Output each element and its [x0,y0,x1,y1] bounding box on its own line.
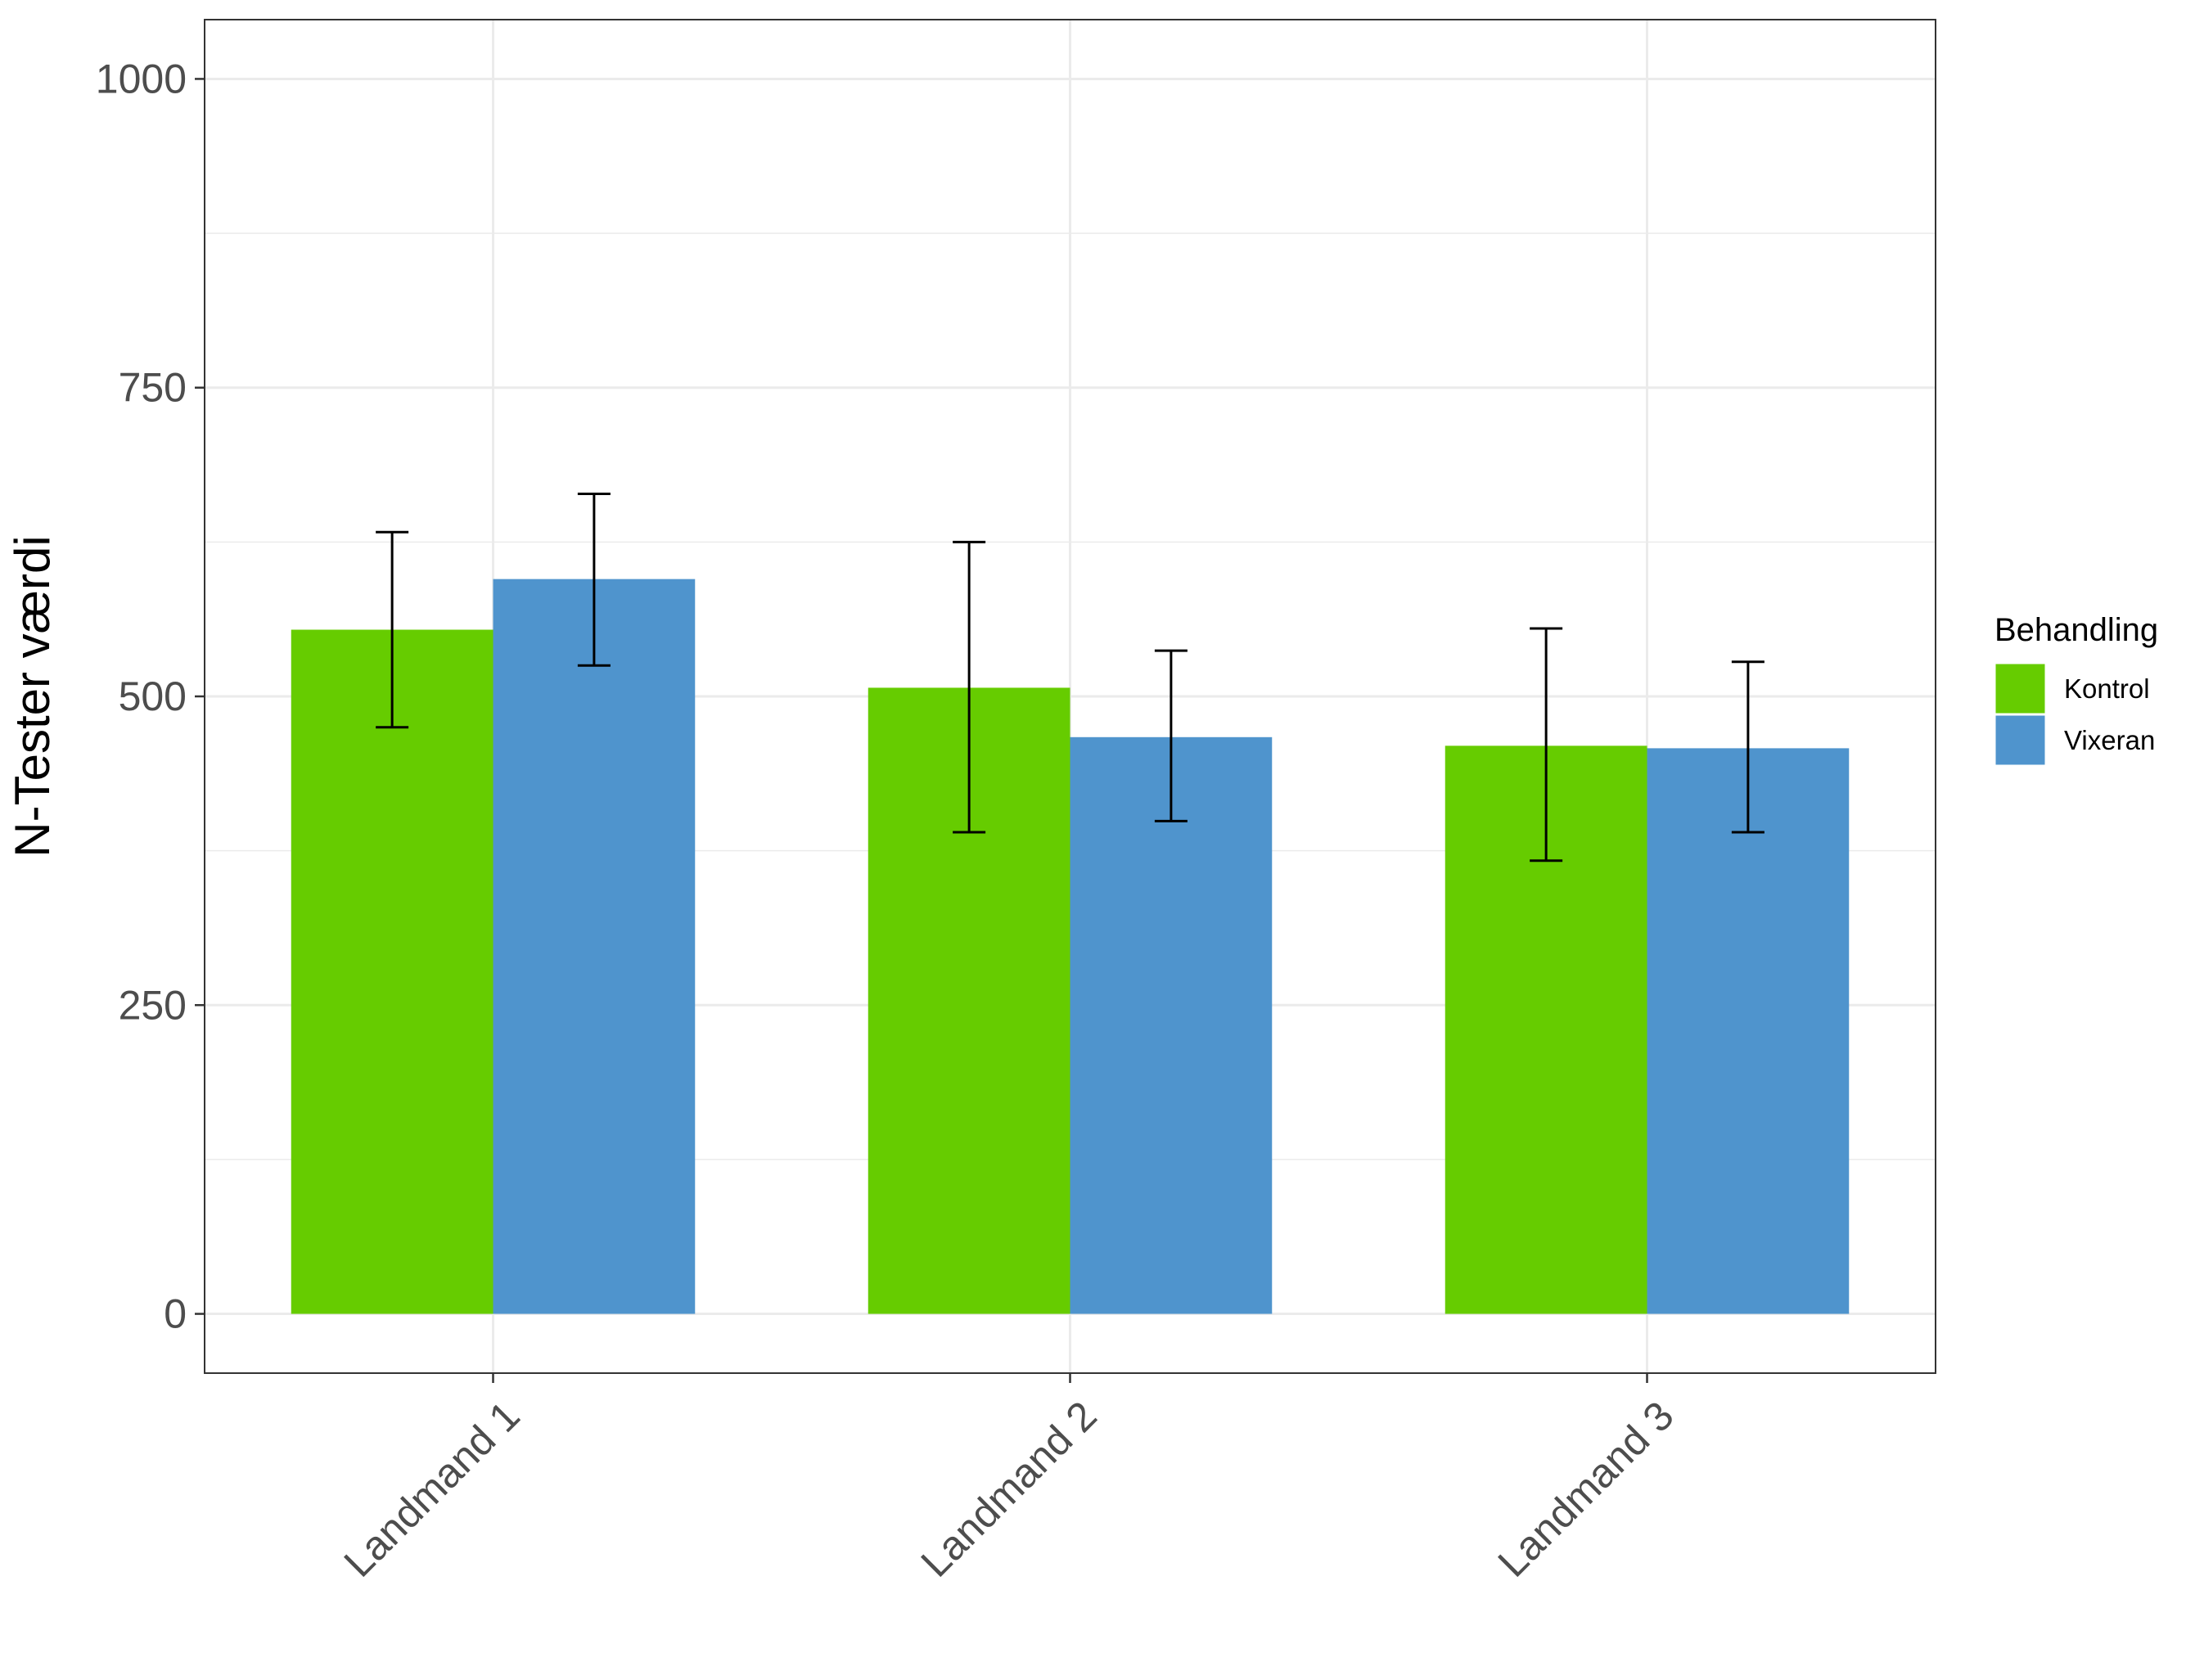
bar [1070,736,1273,1314]
legend: Behandling Kontrol Vixeran [1993,612,2158,768]
legend-label: Kontrol [2064,673,2150,704]
legend-label: Vixeran [2064,725,2155,755]
error-bars [376,493,1765,863]
y-tick-label: 1000 [96,56,187,101]
x-tick-label: Landmand 3 [1490,1393,1683,1586]
legend-key [1993,713,2048,768]
y-tick-label: 250 [119,982,187,1028]
bar [493,579,696,1314]
legend-title: Behandling [1994,612,2158,648]
y-axis-title: N-Tester værdi [5,535,60,857]
bar [1647,748,1850,1314]
y-tick-label: 750 [119,365,187,411]
x-tick-label: Landmand 1 [336,1393,529,1586]
bar [291,629,494,1314]
y-tick-label: 0 [164,1291,187,1337]
y-tick-label: 500 [119,673,187,719]
bars [291,579,1850,1314]
x-axis: Landmand 1 Landmand 2 Landmand 3 [336,1373,1683,1586]
y-axis: 0 250 500 750 1000 [96,56,205,1337]
legend-key [1993,661,2048,716]
x-tick-label: Landmand 2 [913,1393,1106,1586]
